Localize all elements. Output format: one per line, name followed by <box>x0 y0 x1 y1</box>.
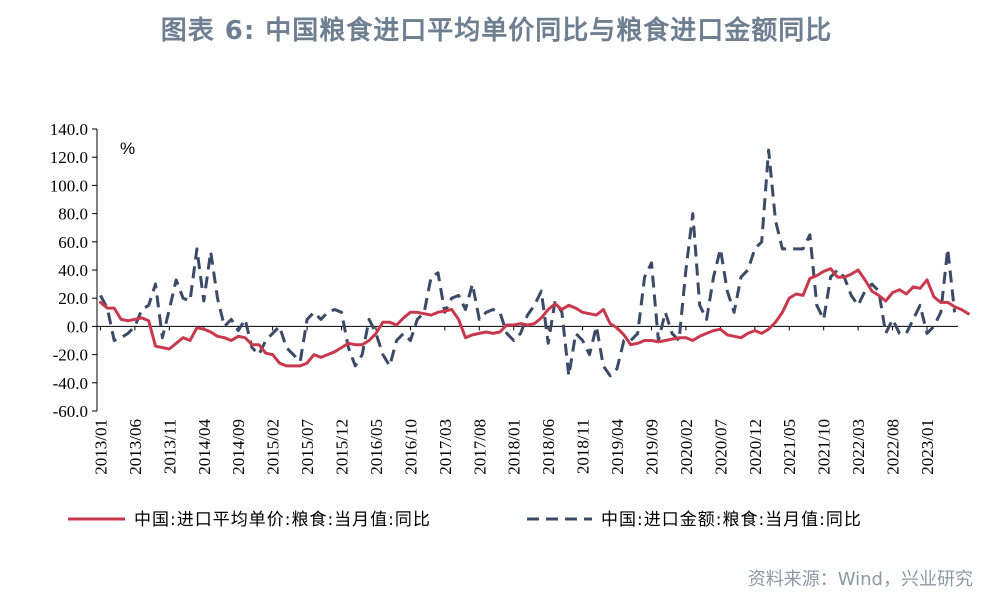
legend-label-import-value: 中国:进口金额:粮食:当月值:同比 <box>601 510 862 530</box>
x-tick-label: 2019/04 <box>608 419 627 475</box>
y-tick-label: -20.0 <box>53 346 88 365</box>
x-tick-label: 2020/12 <box>746 419 765 475</box>
x-tick-label: 2018/11 <box>574 419 593 474</box>
x-tick-label: 2015/12 <box>333 419 352 475</box>
y-tick-label: 80.0 <box>58 205 88 224</box>
y-tick-label: -40.0 <box>53 374 88 393</box>
x-tick-label: 2021/10 <box>815 419 834 475</box>
source-note: 资料来源：Wind，兴业研究 <box>747 569 973 590</box>
x-tick-label: 2014/09 <box>229 419 248 475</box>
x-tick-label: 2013/01 <box>91 419 110 475</box>
x-tick-label: 2017/08 <box>470 419 489 475</box>
x-tick-label: 2014/04 <box>195 419 214 475</box>
chart-series <box>98 148 970 378</box>
chart-title: 图表 6: 中国粮食进口平均单价同比与粮食进口金额同比 <box>160 16 833 46</box>
x-tick-label: 2018/01 <box>505 419 524 475</box>
x-tick-label: 2023/01 <box>918 419 937 475</box>
y-tick-label: 20.0 <box>58 289 88 308</box>
y-tick-label: 100.0 <box>50 176 88 195</box>
x-tick-label: 2013/11 <box>160 419 179 474</box>
chart-legend: 中国:进口平均单价:粮食:当月值:同比 中国:进口金额:粮食:当月值:同比 <box>68 510 862 530</box>
x-tick-label: 2016/05 <box>367 419 386 475</box>
x-tick-label: 2017/03 <box>436 419 455 475</box>
series-line-unit-price <box>98 267 970 368</box>
y-tick-label: -60.0 <box>53 402 88 421</box>
x-tick-label: 2015/07 <box>298 419 317 475</box>
chart-axes: 140.0 120.0 100.0 80.0 60.0 40.0 20.0 0.0 -20.0 -… <box>50 120 958 475</box>
x-tick-label: 2020/07 <box>711 419 730 475</box>
x-tick-label: 2021/05 <box>780 419 799 475</box>
x-tick-label: 2022/03 <box>849 419 868 475</box>
legend-label-unit-price: 中国:进口平均单价:粮食:当月值:同比 <box>134 510 431 530</box>
x-tick-label: 2016/10 <box>401 419 420 475</box>
y-tick-label: 140.0 <box>50 120 88 139</box>
x-tick-label: 2020/02 <box>677 419 696 475</box>
x-tick-label: 2013/06 <box>126 419 145 475</box>
y-axis-unit-label: % <box>120 139 135 158</box>
y-tick-label: 0.0 <box>67 317 88 336</box>
y-tick-label: 120.0 <box>50 148 88 167</box>
x-tick-label: 2015/02 <box>264 419 283 475</box>
x-tick-label: 2019/09 <box>642 419 661 475</box>
x-tick-label: 2022/08 <box>884 419 903 475</box>
y-tick-label: 60.0 <box>58 233 88 252</box>
x-tick-label: 2018/06 <box>539 419 558 475</box>
series-line-import-value <box>99 148 957 378</box>
y-tick-label: 40.0 <box>58 261 88 280</box>
